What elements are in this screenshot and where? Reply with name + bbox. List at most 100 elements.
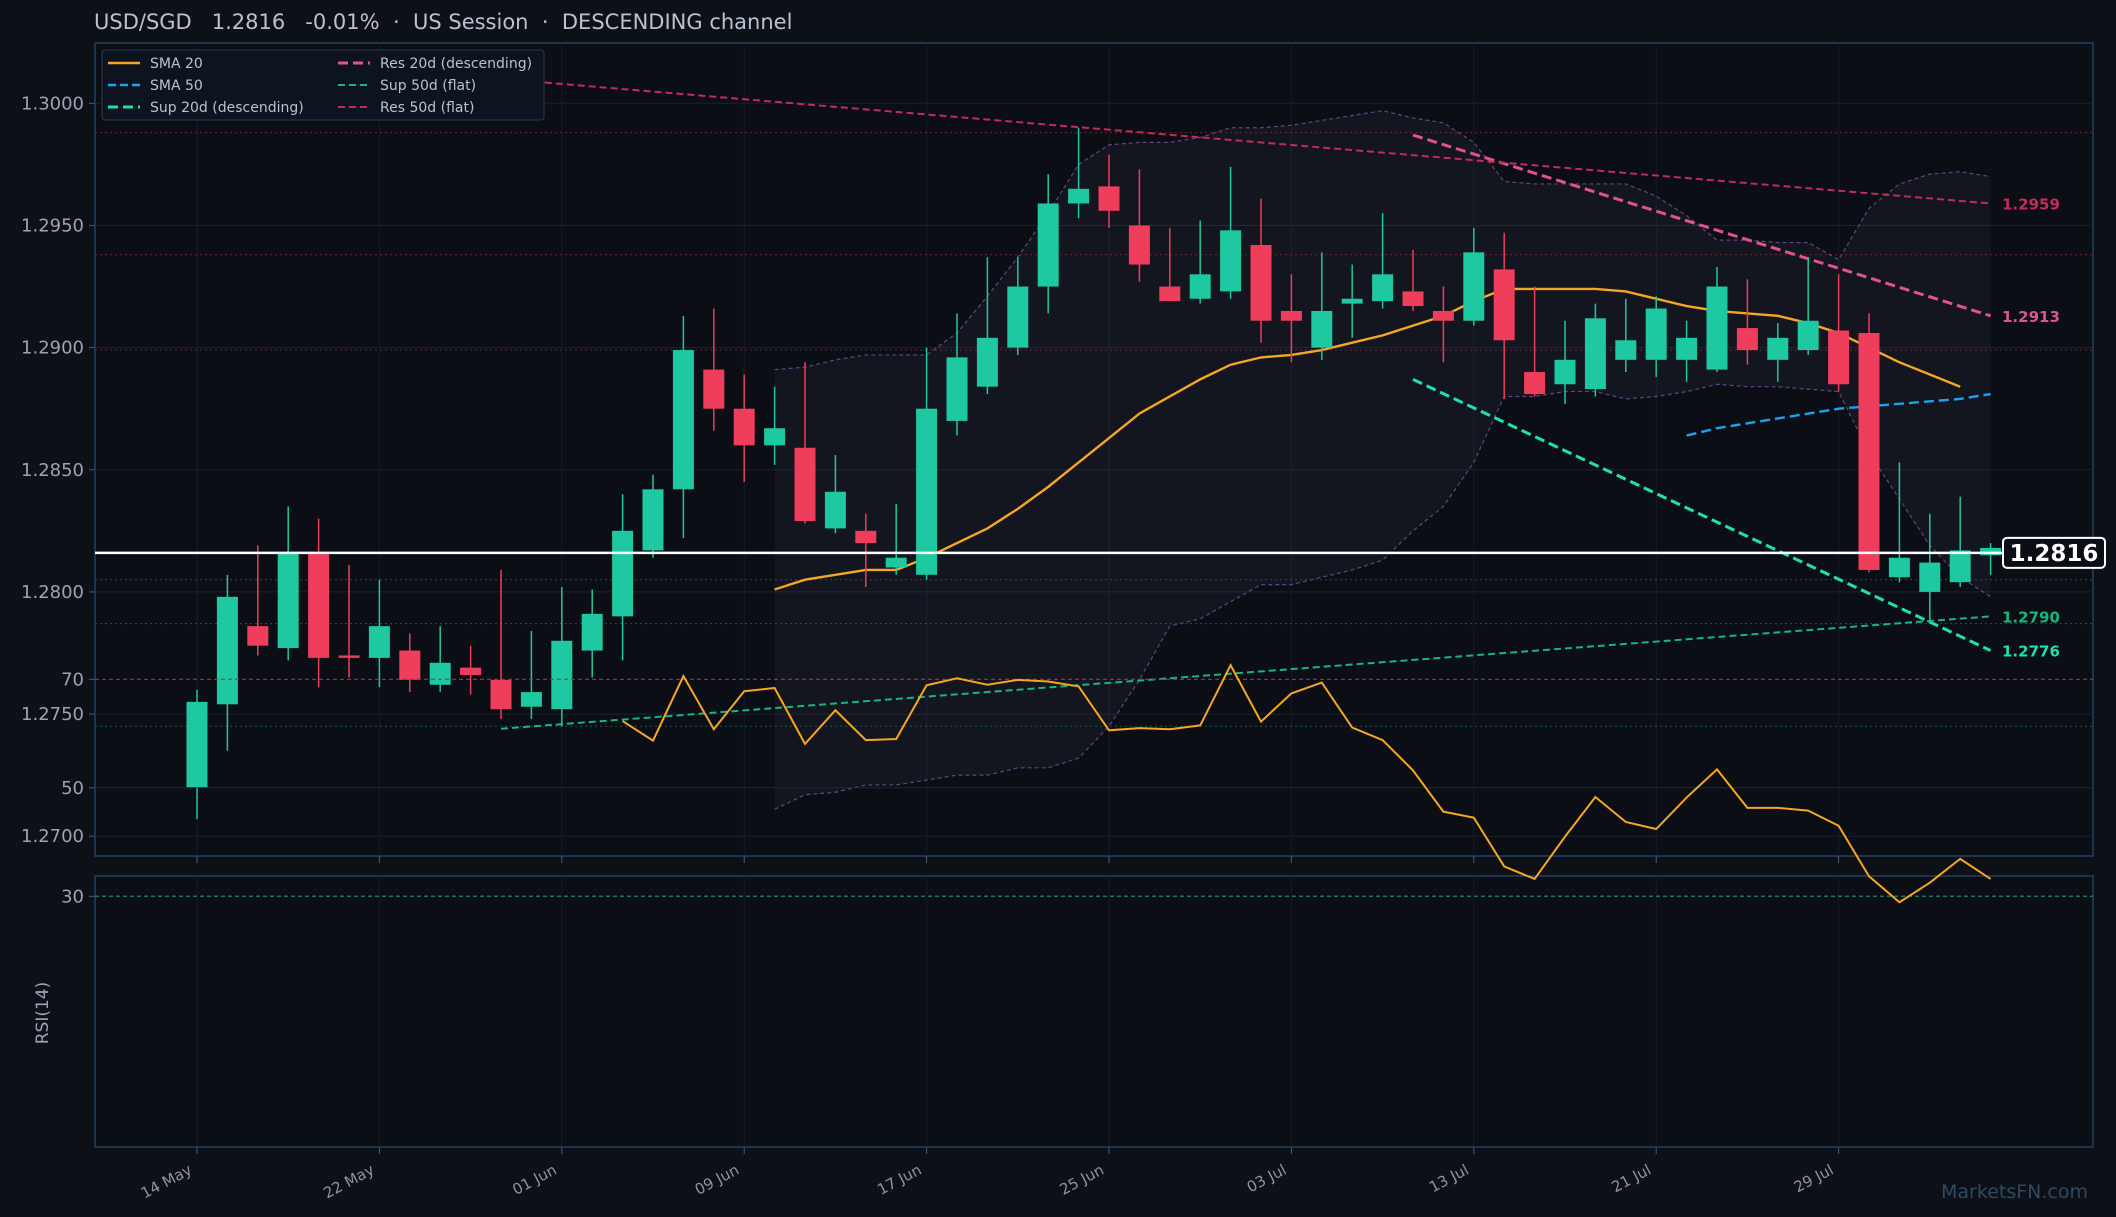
candle [368, 579, 390, 688]
sup20-value-label: 1.2776 [2002, 643, 2060, 661]
candle [1493, 232, 1515, 399]
candle [1189, 220, 1211, 304]
candle [399, 633, 421, 693]
legend-label-sup20: Sup 20d (descending) [150, 100, 304, 116]
candle [1919, 513, 1941, 622]
legend-label-sup50: Sup 50d (flat) [380, 78, 476, 94]
candle-body [855, 530, 877, 544]
candle [1250, 198, 1272, 343]
candle [1584, 303, 1606, 397]
candle-body [186, 701, 208, 788]
x-tick-label: 29 Jul [1791, 1161, 1836, 1197]
price-tick-label: 1.3000 [21, 93, 84, 114]
candle [976, 257, 998, 395]
candle-body [1706, 286, 1728, 370]
candle [703, 308, 725, 431]
current-price-tag [2002, 536, 2106, 569]
candle-body [429, 662, 451, 685]
candle [1280, 274, 1302, 363]
candle-body [551, 640, 573, 710]
candle-body [1311, 310, 1333, 348]
candle-body [1189, 274, 1211, 299]
candle-body [1828, 330, 1850, 385]
candle-body [1037, 203, 1059, 287]
candle [1888, 462, 1910, 583]
candle-body [1159, 286, 1181, 302]
candle [1706, 266, 1728, 373]
x-tick-label: 09 Jun [692, 1161, 742, 1199]
x-tick-label: 14 May [138, 1161, 195, 1203]
candle [460, 645, 482, 695]
candle [1372, 213, 1394, 309]
candles [186, 127, 2002, 820]
price-tick-label: 1.2950 [21, 215, 84, 236]
candle-body [1007, 286, 1029, 348]
candle-body [308, 552, 330, 658]
candle-body [247, 626, 269, 646]
candle-body [1584, 318, 1606, 390]
candle-body [581, 613, 603, 651]
candle [1159, 227, 1181, 302]
last-price: 1.2816 [211, 10, 286, 34]
bollinger-lower [774, 383, 1991, 810]
candle [916, 347, 938, 580]
candle [824, 455, 846, 534]
candle [1858, 313, 1880, 573]
res50-trendline [500, 77, 1991, 205]
chart-header: USD/SGD 1.2816 -0.01% · US Session · DES… [94, 10, 792, 34]
candle-body [1341, 298, 1363, 304]
candle [855, 513, 877, 588]
sma20-line [774, 287, 1961, 591]
candle [247, 545, 269, 656]
candle [1128, 169, 1150, 282]
candle [338, 565, 360, 678]
candle [1068, 127, 1090, 219]
candle-body [733, 408, 755, 446]
candle [1828, 274, 1850, 392]
candle-body [1524, 372, 1546, 395]
candle-body [520, 692, 542, 707]
x-tick-label: 22 May [320, 1161, 377, 1203]
candle-body [642, 489, 664, 551]
candle [551, 587, 573, 727]
candle [520, 631, 542, 719]
candle-body [703, 369, 725, 409]
candle-body [1128, 225, 1150, 265]
candle-body [672, 350, 694, 490]
candle [1767, 323, 1789, 382]
candle-body [277, 552, 299, 649]
rsi-panel: 30 50 70 RSI(14) [33, 663, 2093, 1045]
x-tick-label: 13 Jul [1426, 1161, 1471, 1197]
candle-body [338, 655, 360, 658]
bollinger-band [774, 110, 1991, 810]
candle [1007, 257, 1029, 355]
candle-body [1676, 337, 1698, 360]
candle-body [1432, 310, 1454, 321]
rsi-line [622, 663, 1992, 904]
x-tick-label: 17 Jun [874, 1161, 924, 1199]
legend-box [101, 49, 545, 121]
candle-body [1797, 320, 1819, 351]
separator: · [392, 10, 400, 34]
candle-body [216, 596, 238, 705]
candle-body [1463, 252, 1485, 321]
candle [1311, 252, 1333, 360]
res20-trendline [1412, 133, 1992, 318]
bollinger-fill [774, 110, 1991, 810]
candle-body [1250, 244, 1272, 321]
candle [1645, 296, 1667, 377]
candle-body [764, 428, 786, 446]
level-labels: 1.2913 1.2776 1.2959 1.2790 [2002, 195, 2060, 660]
candle-body [885, 557, 907, 568]
candle-body [1280, 310, 1302, 321]
candle-body [1372, 274, 1394, 302]
symbol: USD/SGD [94, 10, 192, 34]
candle [672, 315, 694, 539]
candle [764, 386, 786, 465]
rsi-axis-label: RSI(14) [33, 982, 53, 1045]
candle-body [1220, 230, 1242, 292]
candle [1676, 320, 1698, 382]
candle [794, 362, 816, 524]
candle-body [794, 447, 816, 522]
